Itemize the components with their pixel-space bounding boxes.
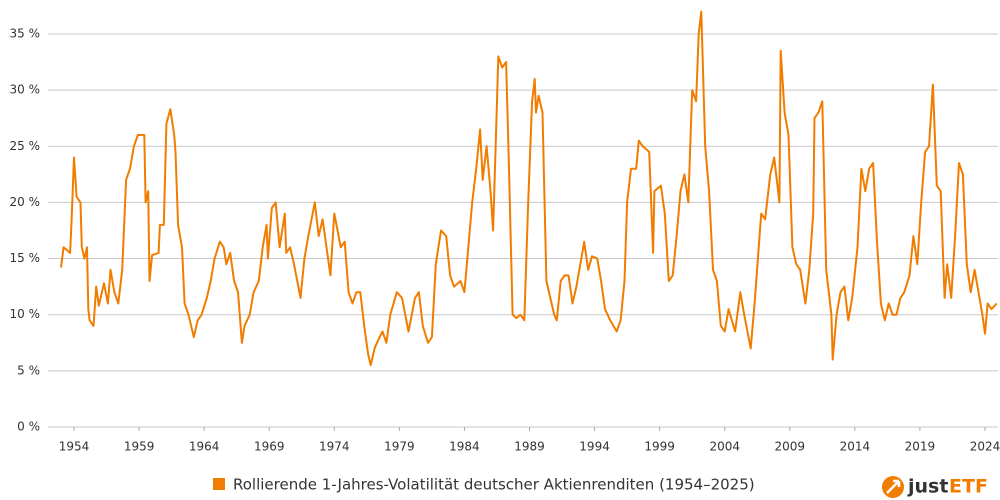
logo-text: ETF [949,476,988,498]
x-tick-label: 2004 [709,440,740,454]
y-tick-label: 30 % [10,83,41,97]
x-tick-label: 2019 [905,440,936,454]
y-tick-label: 10 % [10,307,41,321]
legend-swatch [213,478,225,490]
x-tick-label: 1954 [59,440,90,454]
logo-text: just [907,476,948,498]
x-tick-label: 2009 [775,440,806,454]
x-tick-label: 1969 [254,440,285,454]
y-tick-label: 25 % [10,139,41,153]
logo-arrow [886,479,901,494]
x-tick-label: 1984 [449,440,480,454]
y-tick-label: 35 % [10,26,41,40]
x-tick-label: 1959 [124,440,155,454]
x-tick-label: 1989 [514,440,545,454]
x-tick-label: 2024 [970,440,1000,454]
x-tick-label: 1999 [644,440,675,454]
line [60,10,998,367]
x-tick-label: 1974 [319,440,350,454]
x-tick-label: 1979 [384,440,415,454]
logo: just ETF [882,476,988,498]
y-tick-label: 5 % [17,363,40,377]
y-tick-label: 15 % [10,251,41,265]
x-tick-label: 2014 [840,440,871,454]
y-tick-label: 0 % [17,420,40,434]
legend-label: Rollierende 1-Jahres-Volatilität deutsch… [233,476,755,494]
x-tick-label: 1994 [579,440,610,454]
x-tick-label: 1964 [189,440,220,454]
y-tick-label: 20 % [10,195,41,209]
